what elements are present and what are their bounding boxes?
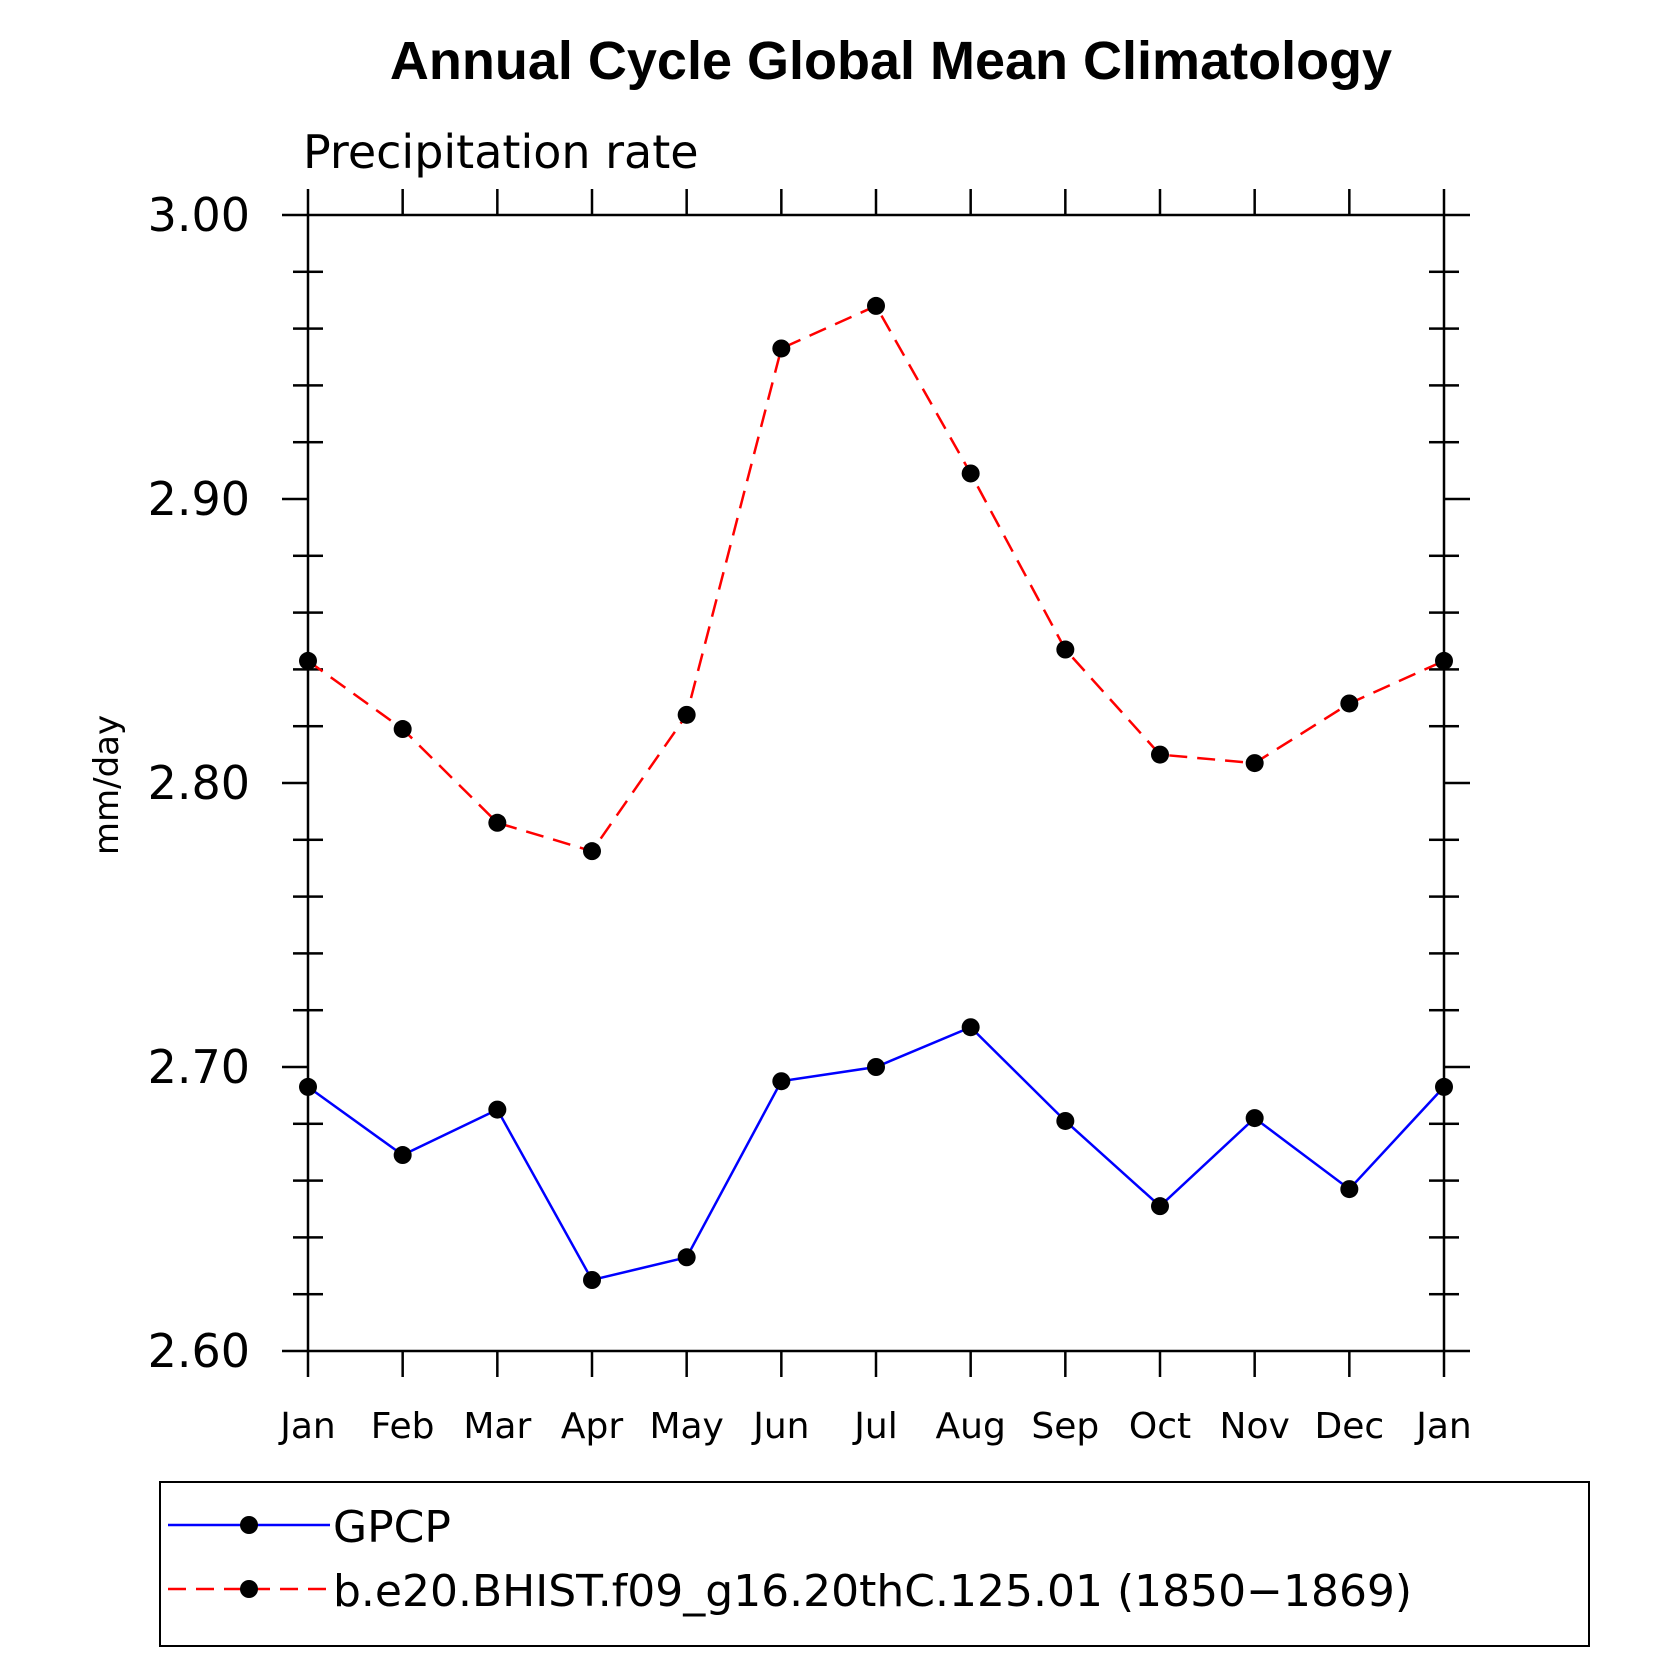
legend-box (159, 1481, 1590, 1647)
x-tick-label: Dec (1314, 1406, 1384, 1447)
x-tick-label: Jul (852, 1406, 897, 1447)
data-point (393, 720, 412, 739)
x-tick-label: Sep (1031, 1406, 1099, 1447)
y-axis-label: mm/day (87, 715, 127, 855)
x-tick-label: Aug (936, 1406, 1006, 1447)
data-point (1340, 1180, 1359, 1199)
data-point (488, 813, 507, 832)
y-tick-label: 2.60 (148, 1324, 250, 1378)
data-point (677, 1248, 696, 1267)
data-point (299, 651, 317, 670)
data-point (867, 1058, 885, 1076)
data-point (1435, 1077, 1453, 1096)
data-point (867, 296, 885, 315)
series-line (307, 304, 1445, 853)
chart-subtitle: Precipitation rate (303, 125, 699, 179)
data-point (583, 842, 601, 861)
data-point (1245, 1109, 1264, 1128)
data-point (1340, 694, 1359, 713)
data-point (677, 705, 696, 724)
x-tick-label: May (649, 1406, 723, 1447)
legend: GPCP b.e20.BHIST.f09_g16.20thC.125.01 (18… (159, 1481, 1590, 1647)
data-point (299, 1077, 317, 1096)
legend-label: b.e20.BHIST.f09_g16.20thC.125.01 (1850−1… (333, 1566, 1412, 1617)
data-point (961, 464, 980, 483)
chart-title: Annual Cycle Global Mean Climatology (390, 31, 1392, 91)
series-1 (299, 1018, 1453, 1289)
y-tick-label: 3.00 (148, 188, 250, 242)
y-tick-label: 2.70 (148, 1040, 250, 1094)
x-tick-label: Apr (561, 1406, 623, 1447)
x-tick-label: Jan (278, 1406, 336, 1447)
legend-marker (240, 1516, 258, 1534)
series-layer (299, 296, 1453, 1289)
axes: Jan Feb Mar Apr May Jun Jul Aug Sep Oct Nov Dec Jan 2… (148, 188, 1472, 1447)
data-point (772, 1072, 791, 1091)
legend-label: GPCP (333, 1502, 451, 1553)
series-2 (299, 296, 1453, 861)
x-tick-label: Oct (1129, 1406, 1191, 1447)
data-point (1245, 754, 1264, 773)
data-point (583, 1271, 601, 1289)
x-tick-label: Jun (751, 1406, 809, 1447)
data-point (1435, 651, 1453, 670)
data-point (393, 1146, 412, 1165)
y-tick-label: 2.90 (148, 472, 250, 526)
data-point (1056, 640, 1075, 659)
legend-marker (240, 1580, 258, 1598)
data-point (1151, 745, 1169, 764)
x-tick-label: Jan (1414, 1406, 1472, 1447)
x-tick-label: Mar (463, 1406, 531, 1447)
data-point (1151, 1197, 1169, 1216)
data-point (488, 1100, 507, 1119)
data-point (772, 339, 791, 358)
x-tick-label: Feb (371, 1406, 435, 1447)
data-point (1056, 1111, 1075, 1130)
plot-area-frame (306, 213, 1446, 1353)
x-tick-label: Nov (1220, 1406, 1290, 1447)
y-tick-label: 2.80 (148, 756, 250, 810)
data-point (961, 1018, 980, 1037)
